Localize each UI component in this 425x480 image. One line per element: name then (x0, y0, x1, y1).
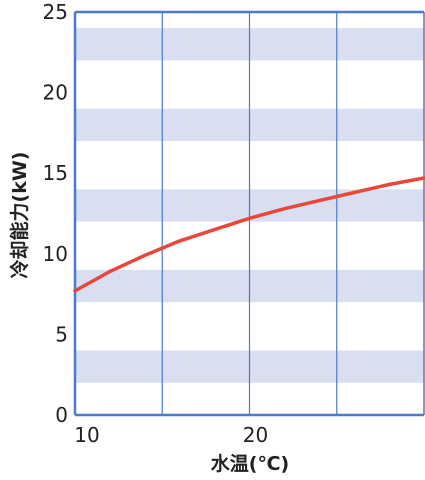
y-axis-title: 冷却能力(kW) (8, 152, 31, 279)
series-layer (73, 176, 425, 293)
y-tick-labels: 0 5 10 15 20 25 (43, 0, 68, 427)
x-tick-labels: 10 20 (74, 423, 268, 447)
y-tick-label: 20 (43, 81, 68, 105)
series-line (73, 176, 425, 293)
vertical-gridlines (161, 12, 338, 415)
y-tick-label: 15 (43, 161, 68, 185)
y-tick-label: 5 (55, 322, 68, 346)
x-tick-label: 10 (74, 423, 99, 447)
x-tick-label: 20 (243, 423, 268, 447)
y-tick-label: 0 (55, 403, 68, 427)
y-tick-label: 25 (43, 0, 68, 24)
axes (73, 10, 425, 417)
x-axis-title: 水温(℃) (211, 453, 289, 475)
y-tick-label: 10 (43, 242, 68, 266)
